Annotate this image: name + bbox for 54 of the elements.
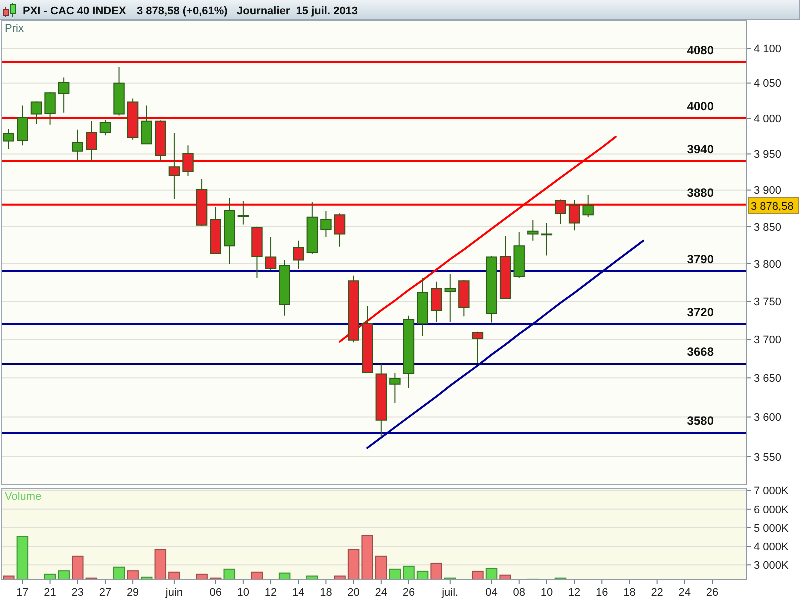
y-tick-label: 3 650: [754, 373, 782, 385]
y-tick-label: 3 850: [754, 222, 782, 234]
x-tick-label: 10: [237, 587, 250, 599]
y-tick-label: 6 000K: [754, 504, 790, 516]
y-tick-label: 4 000K: [754, 541, 790, 554]
x-tick-label: juil.: [441, 587, 459, 599]
ref-line-label: 3720: [687, 305, 714, 320]
x-tick-label: 21: [44, 587, 56, 599]
y-tick-label: 3 750: [754, 296, 782, 308]
y-tick-label: 3 700: [754, 334, 782, 346]
x-tick-label: 18: [320, 587, 332, 599]
y-tick-label: 4 050: [754, 78, 782, 90]
x-tick-label: 20: [348, 587, 360, 599]
y-tick-label: 5 000K: [754, 522, 790, 535]
x-tick-label: 17: [16, 587, 29, 599]
chart-subtitle: 3 878,58 (+0,61%) Journalier 15 juil. 2013: [137, 6, 358, 18]
ref-line-label: 3668: [687, 345, 714, 360]
x-tick-label: 26: [402, 587, 416, 599]
chart-title: PXI - CAC 40 INDEX: [23, 6, 127, 18]
ref-line-label: 4000: [687, 100, 714, 114]
x-tick-label: 16: [596, 587, 608, 599]
x-tick-label: 06: [210, 587, 222, 599]
ref-line-label: 3880: [687, 186, 714, 200]
x-tick-label: 23: [72, 587, 84, 599]
x-tick-label: 08: [513, 587, 526, 599]
x-tick-label: 14: [292, 587, 305, 599]
x-tick-label: 10: [540, 587, 554, 599]
y-tick-label: 4 100: [754, 43, 782, 56]
y-tick-label: 3 600: [754, 412, 782, 424]
y-tick-label: 3 900: [754, 185, 782, 198]
x-tick-label: 27: [99, 587, 112, 599]
ref-line-label: 3940: [687, 142, 714, 156]
ref-line-label: 4080: [687, 43, 714, 58]
y-tick-label: 7 000K: [754, 486, 790, 498]
x-tick-label: 22: [651, 587, 664, 599]
text: 3 878,58: [751, 200, 794, 213]
y-tick-label: 3 800: [754, 258, 782, 271]
y-tick-label: 3 000K: [754, 560, 790, 572]
ref-line-label: 3790: [687, 252, 714, 266]
x-tick-label: 24: [375, 587, 388, 599]
x-tick-label: 24: [678, 587, 692, 599]
x-tick-label: 12: [264, 587, 278, 599]
x-tick-label: 04: [486, 587, 498, 599]
x-tick-label: 29: [126, 587, 140, 599]
y-axis-title: Prix: [5, 23, 24, 35]
y-tick-label: 3 550: [754, 452, 782, 464]
x-tick-label: juin: [164, 587, 184, 599]
x-tick-label: 18: [624, 587, 636, 599]
x-tick-label: 12: [568, 587, 581, 599]
y-axis-title: Volume: [5, 491, 42, 503]
ref-line-label: 3580: [687, 414, 714, 428]
x-tick-label: 26: [706, 587, 719, 599]
y-tick-label: 3 950: [754, 149, 782, 162]
y-tick-label: 4 000: [754, 113, 782, 126]
